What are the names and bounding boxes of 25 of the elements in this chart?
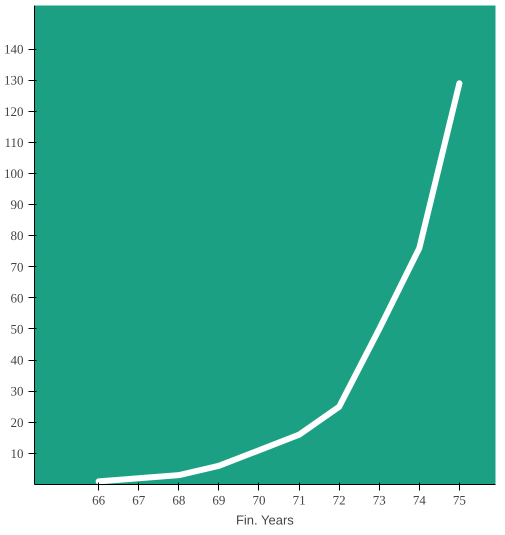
x-tick-label: 67 — [132, 492, 146, 508]
y-tick-label: 120 — [4, 104, 24, 119]
x-axis-title: Fin. Years — [236, 512, 294, 528]
x-tick-label: 70 — [252, 492, 266, 508]
x-tick-label: 71 — [292, 492, 306, 508]
y-tick-label: 60 — [10, 290, 24, 306]
x-tick-label: 73 — [372, 492, 386, 508]
y-tick-label: 100 — [4, 166, 24, 181]
y-tick-label: 10 — [10, 446, 24, 461]
x-tick-label: 72 — [332, 492, 346, 508]
y-tick-label: 80 — [10, 228, 24, 244]
y-tick-label: 20 — [10, 414, 24, 430]
x-tick-label: 74 — [412, 492, 426, 508]
y-tick-label: 140 — [4, 42, 24, 57]
y-tick-label: 70 — [10, 259, 24, 274]
y-tick-label: 110 — [4, 134, 24, 150]
x-tick-label: 69 — [212, 492, 226, 508]
y-tick-label: 30 — [10, 384, 24, 399]
y-tick-label: 130 — [4, 72, 24, 88]
x-tick-label: 75 — [452, 492, 466, 508]
x-tick-label: 66 — [92, 492, 106, 508]
x-tick-label: 68 — [172, 492, 186, 508]
y-tick-label: 90 — [10, 197, 24, 212]
y-tick-label: 50 — [10, 321, 24, 336]
y-tick-label: 40 — [10, 352, 24, 368]
